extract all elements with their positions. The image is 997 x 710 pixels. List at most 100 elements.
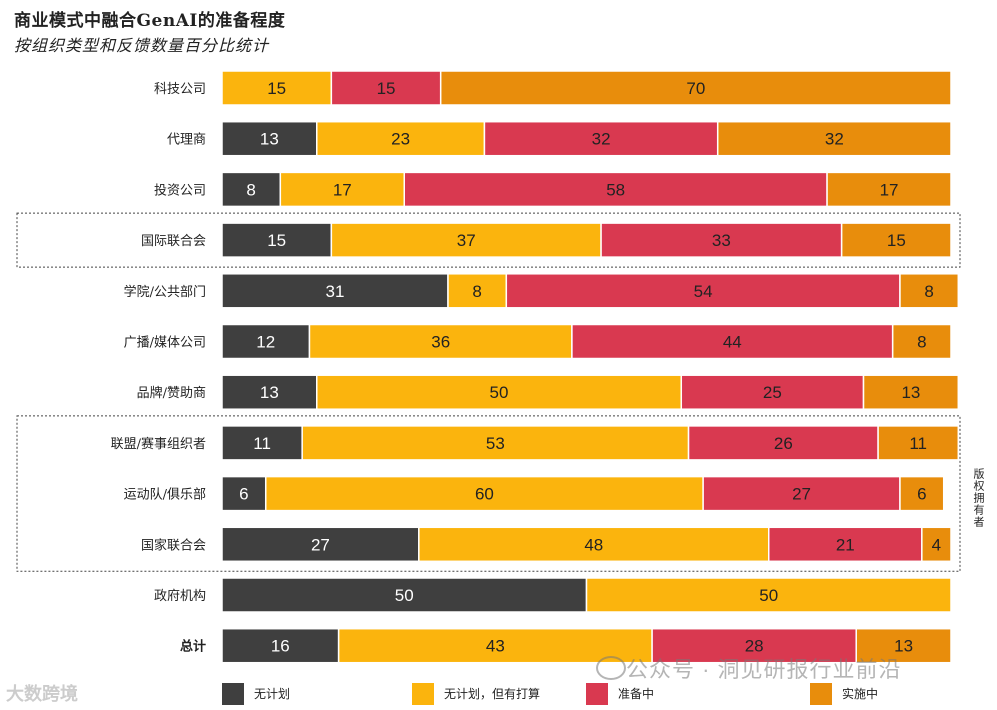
bar-segment [221,120,318,157]
data-label: 27 [311,535,330,554]
category-label: 代理商 [167,133,206,148]
bar-segment [571,323,894,360]
wechat-icon [596,656,626,680]
bar-segment [221,70,333,106]
bar-segment [651,627,857,664]
data-label: 6 [239,485,248,504]
bar-segment [447,273,508,309]
bar-segment [877,425,960,461]
bar-segment [337,627,653,664]
legend-label: 无计划 [254,687,290,701]
data-label: 28 [745,637,764,656]
bar-segment [264,475,704,512]
data-label: 43 [486,637,505,656]
data-label: 50 [395,586,414,605]
bar-segment [403,171,828,208]
bar-segment [862,374,960,410]
bar-segment [316,374,683,410]
data-label: 36 [431,333,450,352]
category-label: 国际联合会 [141,234,206,249]
bar-segment [301,425,690,461]
bar-segment [221,222,333,258]
category-label: 政府机构 [154,589,206,604]
legend-swatch [222,683,244,705]
data-label: 15 [887,231,906,250]
data-label: 11 [909,434,927,453]
group-box-1 [16,415,961,572]
bar-segment [418,526,770,563]
legend-swatch [810,683,832,705]
legend-swatch [586,683,608,705]
data-label: 23 [391,130,410,149]
data-label: 44 [723,333,742,352]
data-label: 8 [246,180,255,199]
bar-segment [585,577,952,613]
category-label: 广播/媒体公司 [124,336,206,351]
data-label: 54 [694,282,713,301]
data-label: 58 [606,180,625,199]
bar-segment [891,323,952,360]
bar-segment [221,273,449,309]
bar-segment [221,374,318,410]
bar-segment [826,171,952,208]
data-label: 50 [490,383,509,402]
data-label: 60 [475,485,494,504]
bar-segment [680,374,865,410]
copyright-label: 版权拥有者 [972,468,985,528]
watermark-text: 公众号 · 洞见研报行业前沿 [626,657,902,682]
data-label: 17 [333,180,352,199]
logo-text: 大数跨境 [6,684,78,704]
data-label: 32 [592,130,611,149]
data-label: 26 [774,434,793,453]
bar-segment [899,273,960,309]
data-label: 8 [924,282,933,301]
data-label: 33 [712,231,731,250]
data-label: 25 [763,383,782,402]
bar-segment [505,273,901,309]
data-label: 31 [326,282,345,301]
bar-segment [221,577,588,613]
data-label: 4 [932,535,941,554]
category-label: 科技公司 [154,82,206,97]
bar-segment [921,526,952,563]
bar-segment [316,120,486,157]
category-label: 投资公司 [154,182,206,198]
bar-segment [483,120,719,157]
data-label: 53 [486,434,505,453]
category-label: 总计 [180,639,206,655]
data-label: 15 [377,79,396,98]
data-label: 6 [917,485,926,504]
chart-subtitle: 按组织类型和反馈数量百分比统计 [14,36,270,55]
data-label: 11 [253,434,271,453]
data-label: 50 [759,586,778,605]
data-label: 13 [260,130,279,149]
bar-segment [439,70,952,106]
data-label: 13 [894,637,913,656]
category-label: 联盟/赛事组织者 [111,436,206,452]
data-label: 15 [267,79,286,98]
category-label: 国家联合会 [141,537,206,553]
bar-segment [899,475,945,512]
data-label: 15 [267,231,286,250]
bar-segment [840,222,952,258]
data-label: 32 [825,130,844,149]
category-label: 运动队/俱乐部 [124,488,206,503]
legend-label: 无计划，但有打算 [444,686,540,701]
data-label: 16 [271,637,290,656]
data-label: 48 [584,535,603,554]
bar-segment [221,425,303,461]
data-label: 27 [792,485,811,504]
group-box-0 [16,212,961,268]
legend-label: 准备中 [618,686,654,701]
data-label: 37 [457,231,476,250]
data-label: 8 [917,333,926,352]
data-label: 70 [686,79,705,98]
bar-segment [702,475,901,512]
data-label: 12 [256,333,275,352]
category-label: 品牌/赞助商 [137,385,206,401]
legend-swatch [412,683,434,705]
bar-segment [716,120,952,157]
data-label: 13 [901,383,920,402]
data-label: 8 [472,282,481,301]
